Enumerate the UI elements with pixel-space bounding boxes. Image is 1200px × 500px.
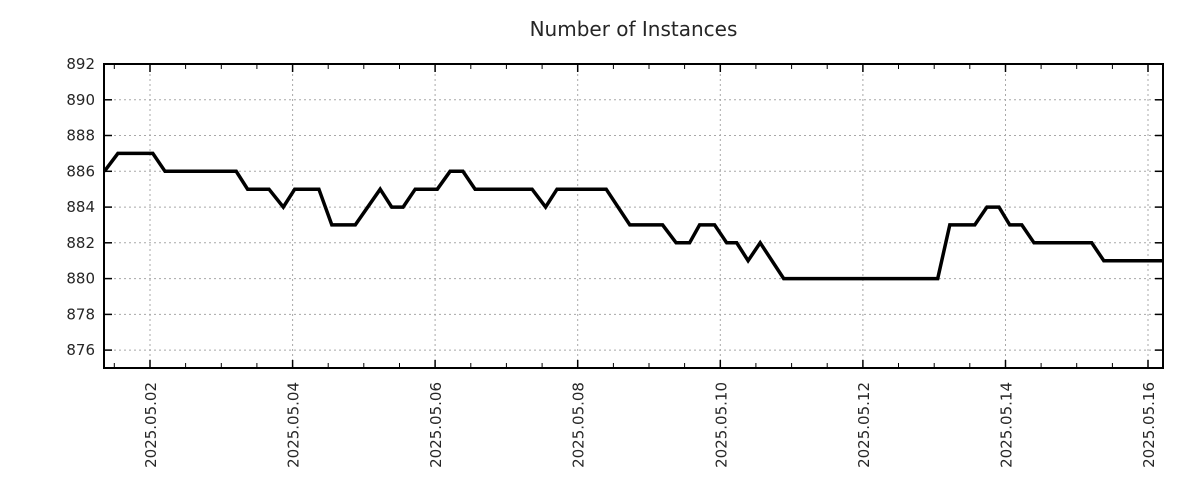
x-tick-label: 2025.05.04 [285, 382, 303, 468]
x-tick-label: 2025.05.12 [855, 382, 873, 468]
y-tick-label: 880 [66, 270, 95, 288]
y-tick-label: 878 [66, 305, 95, 323]
chart-title: Number of Instances [529, 17, 738, 41]
x-tick-label: 2025.05.06 [427, 382, 445, 468]
y-tick-label: 876 [66, 341, 95, 359]
plot-border [103, 63, 1164, 369]
y-tick-label: 892 [66, 55, 95, 73]
y-tick-label: 888 [66, 127, 95, 145]
y-tick-label: 882 [66, 234, 95, 252]
y-tick-label: 886 [66, 162, 95, 180]
x-tick-label: 2025.05.10 [712, 382, 730, 468]
x-tick-label: 2025.05.08 [570, 382, 588, 468]
x-tick-label: 2025.05.16 [1140, 382, 1158, 468]
y-tick-label: 884 [66, 198, 95, 216]
y-tick-label: 890 [66, 91, 95, 109]
x-tick-label: 2025.05.14 [998, 382, 1016, 468]
x-tick-label: 2025.05.02 [142, 382, 160, 468]
series-line [103, 151, 1163, 281]
